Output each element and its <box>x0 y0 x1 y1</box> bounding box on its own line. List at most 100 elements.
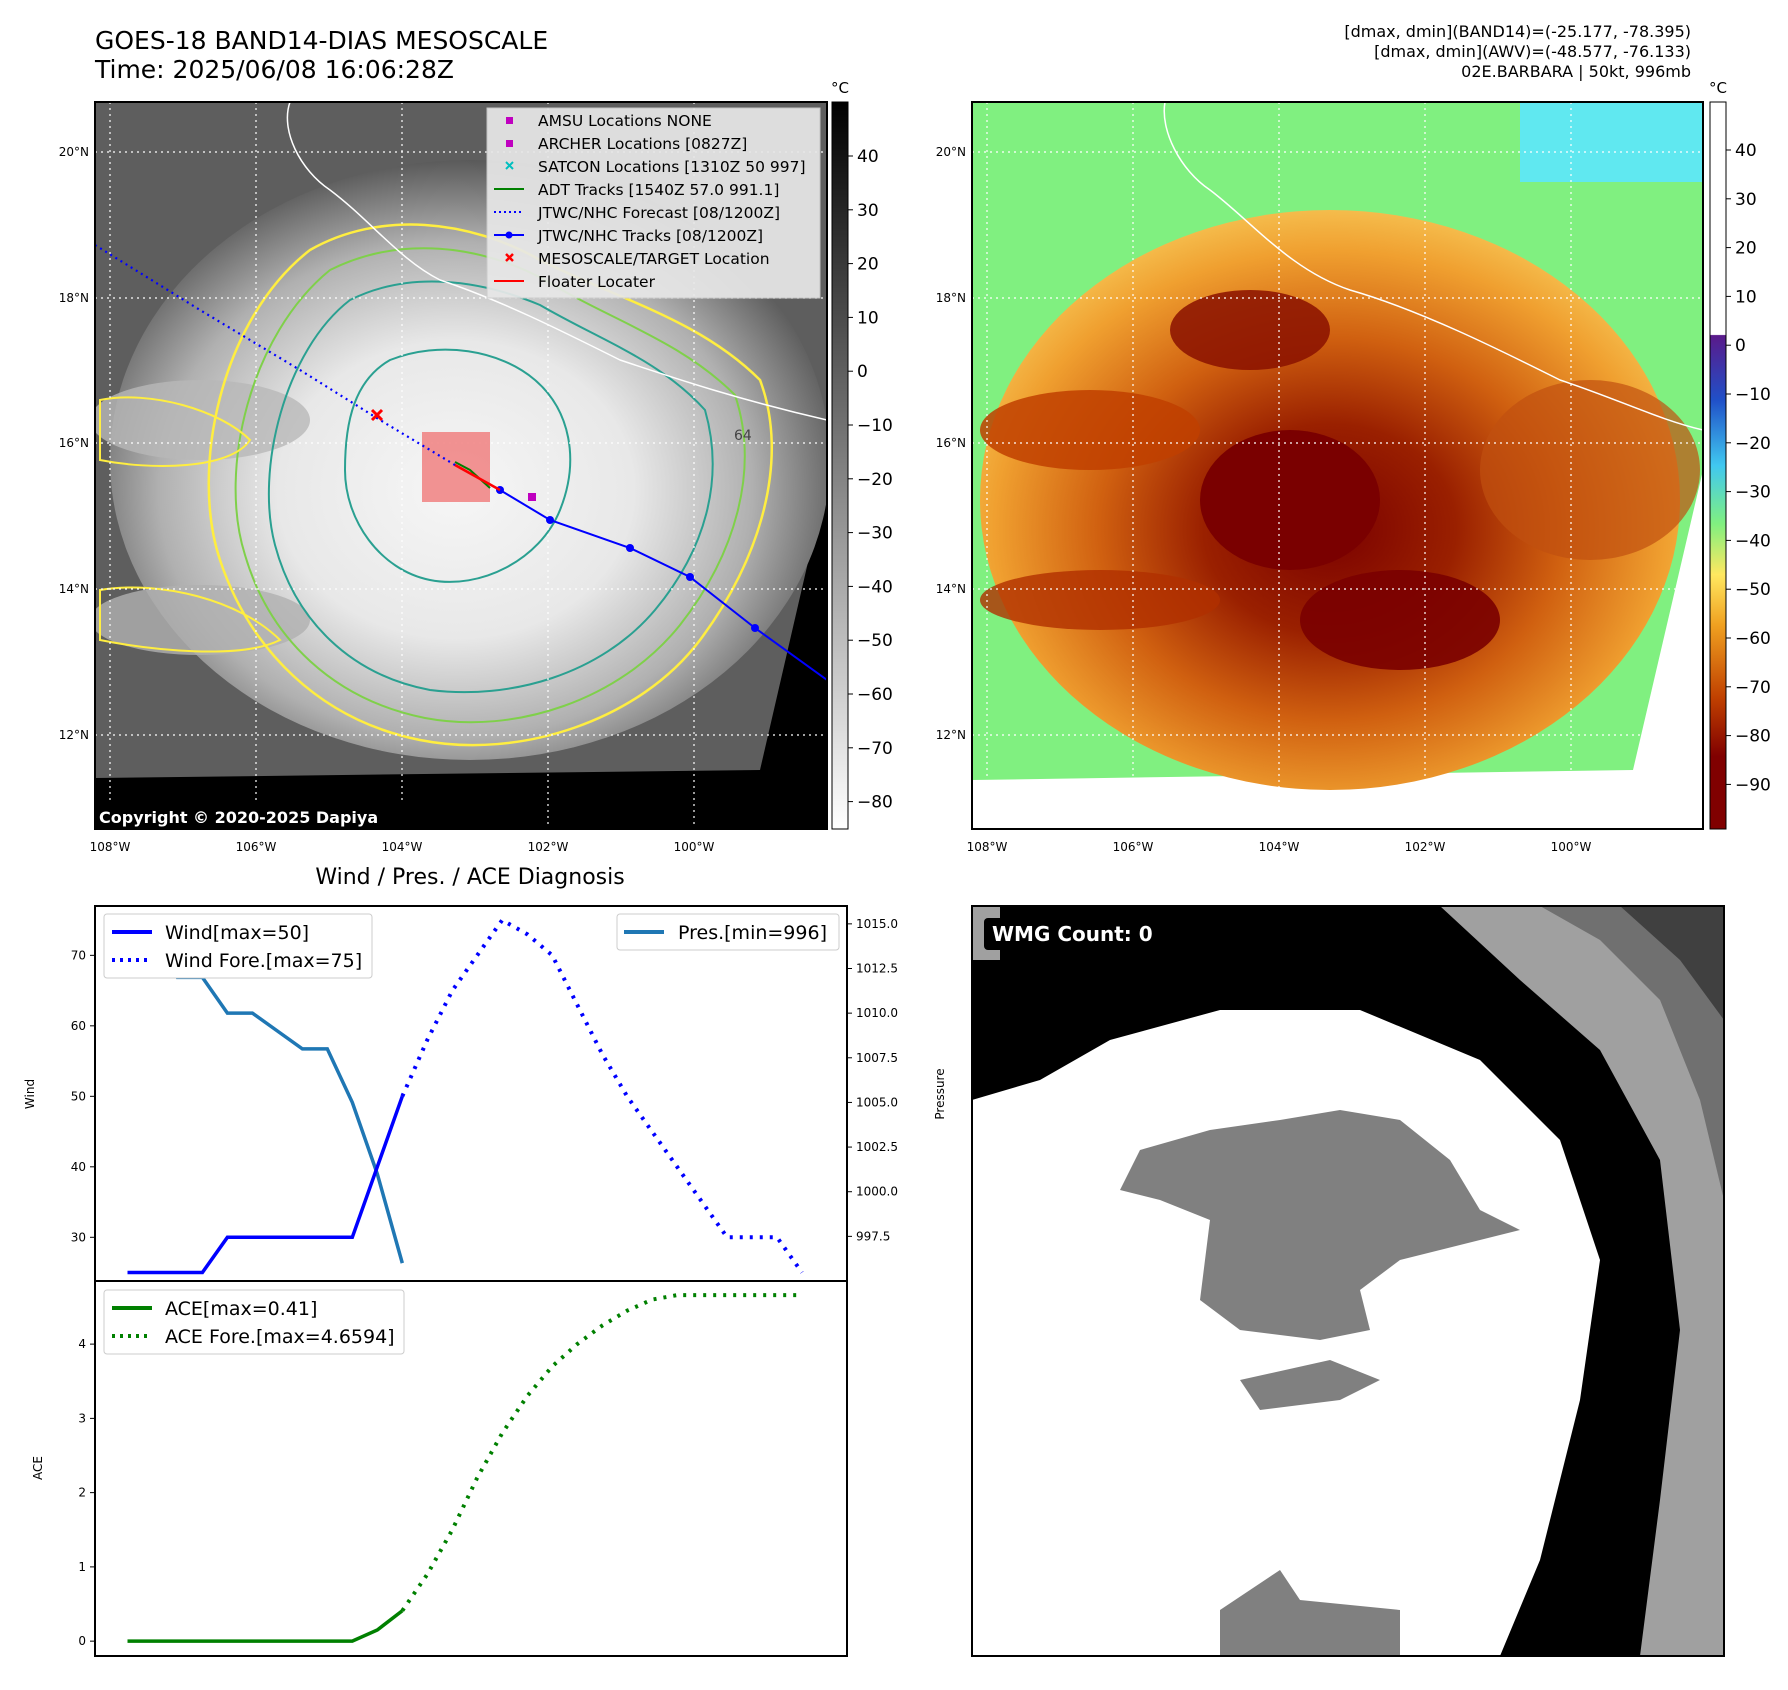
ir-colorbar-ticks: 40 30 20 10 0 −10 −20 −30 −40 −50 −60 −70 −80 <box>848 147 893 813</box>
ir-colorbar-tick-label: −60 <box>857 685 893 705</box>
wmg-badge-bg <box>984 918 1164 950</box>
legend-forecast: JTWC/NHC Forecast [08/1200Z] <box>537 204 780 222</box>
awv-colorbar-tick-label: 0 <box>1735 336 1746 356</box>
ir-colorbar-tick-label: −10 <box>857 416 893 436</box>
lon-tick-label: 100°W <box>674 840 715 854</box>
wind-ytick-label: 70 <box>71 948 86 962</box>
figure-title-line1: GOES-18 BAND14-DIAS MESOSCALE <box>95 26 549 55</box>
pres-ytick-label: 1015.0 <box>856 917 898 931</box>
legend-adt: ADT Tracks [1540Z 57.0 991.1] <box>538 181 779 199</box>
ace-ytick-label: 3 <box>78 1411 86 1425</box>
wind-ytick-label: 60 <box>71 1019 86 1033</box>
awv-colorbar-tick-label: −50 <box>1735 580 1771 600</box>
ir-colorbar-tick-label: 40 <box>857 147 879 167</box>
legend-wind: Wind[max=50] <box>165 922 309 944</box>
wind-ytick-label: 40 <box>71 1160 86 1174</box>
storm-info-line3: 02E.BARBARA | 50kt, 996mb <box>1461 62 1691 81</box>
ace-ytick-label: 4 <box>78 1337 86 1351</box>
storm-info-line1: [dmax, dmin](BAND14)=(-25.177, -78.395) <box>1344 22 1691 41</box>
awv-colorbar-ticks: 40 30 20 10 0 −10 −20 −30 −40 −50 −60 −70 −80 −90 <box>1726 141 1771 795</box>
lon-tick-label: 106°W <box>1113 840 1154 854</box>
storm-info-line2: [dmax, dmin](AWV)=(-48.577, -76.133) <box>1374 42 1691 61</box>
lat-tick-label: 12°N <box>59 728 89 742</box>
pres-ytick-label: 1000.0 <box>856 1185 898 1199</box>
ir-colorbar-tick-label: −40 <box>857 577 893 597</box>
ir-colorbar-tick-label: 30 <box>857 201 879 221</box>
awv-colorbar-tick-label: 10 <box>1735 287 1757 307</box>
pres-ytick-label: 1010.0 <box>856 1006 898 1020</box>
ir-colorbar-tick-label: −20 <box>857 470 893 490</box>
awv-colorbar-tick-label: −40 <box>1735 531 1771 551</box>
awv-colorbar-tick-label: −60 <box>1735 629 1771 649</box>
awv-colorbar-unit: °C <box>1709 79 1727 97</box>
lat-tick-label: 14°N <box>59 582 89 596</box>
awv-colorbar-tick-label: −70 <box>1735 678 1771 698</box>
legend-target: MESOSCALE/TARGET Location <box>538 250 770 268</box>
ace-plot: 0 1 2 3 4 <box>78 1293 802 1648</box>
legend-satcon: SATCON Locations [1310Z 50 997] <box>538 158 806 176</box>
awv-colorbar-tick-label: −20 <box>1735 434 1771 454</box>
lat-tick-label: 16°N <box>936 436 966 450</box>
legend-pres: Pres.[min=996] <box>678 922 827 944</box>
ir-legend: AMSU Locations NONE ARCHER Locations [08… <box>486 107 821 299</box>
wind-ytick-label: 30 <box>71 1230 86 1244</box>
lat-tick-label: 20°N <box>936 145 966 159</box>
lon-tick-label: 104°W <box>1259 840 1300 854</box>
wmg-frame <box>971 905 1725 1657</box>
ir-colorbar-tick-label: 20 <box>857 255 879 275</box>
ace-ytick-label: 1 <box>78 1560 86 1574</box>
pres-legend: Pres.[min=996] <box>616 913 840 951</box>
ir-colorbar <box>831 101 849 830</box>
wind-line <box>127 1095 404 1275</box>
pres-ytick-label: 1007.5 <box>856 1051 898 1065</box>
ace-legend: ACE[max=0.41] ACE Fore.[max=4.6594] <box>103 1289 405 1355</box>
legend-ace: ACE[max=0.41] <box>165 1298 317 1320</box>
lat-tick-label: 14°N <box>936 582 966 596</box>
figure-title: GOES-18 BAND14-DIAS MESOSCALE Time: 2025… <box>95 26 548 84</box>
ir-colorbar-tick-label: 0 <box>857 362 868 382</box>
wmg-badge: WMG Count: 0 <box>992 922 1153 946</box>
lat-tick-label: 12°N <box>936 728 966 742</box>
ir-colorbar-tick-label: −50 <box>857 631 893 651</box>
legend-wind-fore: Wind Fore.[max=75] <box>165 950 362 972</box>
lon-tick-label: 104°W <box>382 840 423 854</box>
ir-colorbar-unit: °C <box>831 79 849 97</box>
awv-map-frame <box>971 101 1704 830</box>
wind-ytick-label: 50 <box>71 1089 86 1103</box>
awv-colorbar-tick-label: −10 <box>1735 385 1771 405</box>
lon-tick-label: 106°W <box>236 840 277 854</box>
legend-archer: ARCHER Locations [0827Z] <box>538 135 747 153</box>
awv-colorbar <box>1709 101 1727 830</box>
awv-colorbar-tick-label: −80 <box>1735 727 1771 747</box>
ir-map-frame <box>94 101 828 830</box>
awv-colorbar-tick-label: −30 <box>1735 483 1771 503</box>
legend-tracks: JTWC/NHC Tracks [08/1200Z] <box>537 227 763 245</box>
lat-tick-label: 18°N <box>936 291 966 305</box>
lon-tick-label: 102°W <box>528 840 569 854</box>
ace-ytick-label: 0 <box>78 1634 86 1648</box>
pres-ytick-label: 1012.5 <box>856 962 898 976</box>
ir-colorbar-tick-label: 10 <box>857 308 879 328</box>
lat-tick-label: 16°N <box>59 436 89 450</box>
lat-tick-label: 18°N <box>59 291 89 305</box>
figure-title-line2: Time: 2025/06/08 16:06:28Z <box>95 55 454 84</box>
contour-label: 64 <box>734 428 752 444</box>
wind-legend: Wind[max=50] Wind Fore.[max=75] <box>103 913 373 979</box>
ace-line <box>127 1609 404 1643</box>
legend-ace-fore: ACE Fore.[max=4.6594] <box>165 1326 395 1348</box>
map-ticks: 108°W 106°W 104°W 102°W 100°W 20°N 18°N 16°N 14°… <box>59 145 1592 854</box>
awv-colorbar-tick-label: −90 <box>1735 775 1771 795</box>
wind-panel-title: Wind / Pres. / ACE Diagnosis <box>315 865 624 890</box>
ir-colorbar-tick-label: −70 <box>857 739 893 759</box>
awv-map <box>972 102 1703 829</box>
copyright-text: Copyright © 2020-2025 Dapiya <box>99 808 378 827</box>
pres-ytick-label: 997.5 <box>856 1229 890 1243</box>
lon-tick-label: 108°W <box>967 840 1008 854</box>
ir-colorbar-tick-label: −80 <box>857 793 893 813</box>
wind-forecast-line <box>400 917 804 1274</box>
pres-ytick-label: 1002.5 <box>856 1140 898 1154</box>
awv-colorbar-tick-label: 30 <box>1735 190 1757 210</box>
wind-plot: 30 40 50 60 70 997.5 1000.0 1002.5 1005.0 1007.5 1… <box>71 917 898 1275</box>
ace-ytick-label: 2 <box>78 1486 86 1500</box>
